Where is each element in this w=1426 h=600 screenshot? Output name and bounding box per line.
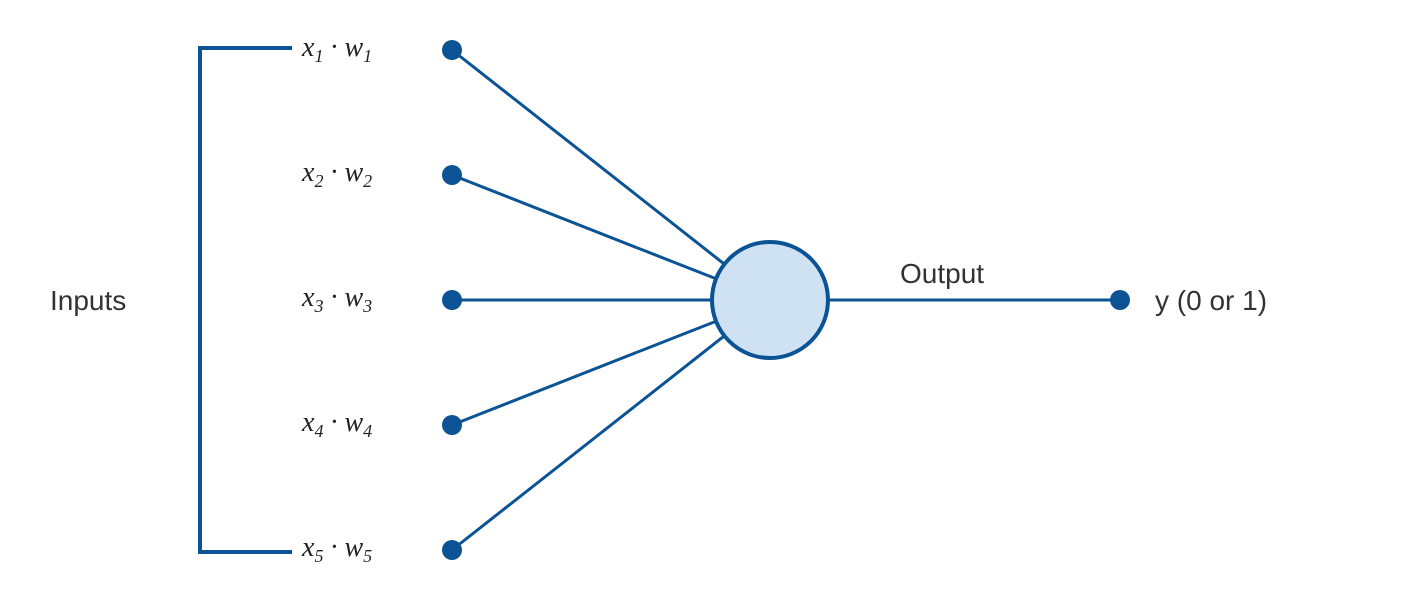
w-var: w	[344, 157, 363, 188]
dot-operator: ·	[323, 282, 344, 313]
inputs-bracket	[200, 48, 290, 552]
input-label-5: x5 · w5	[302, 532, 372, 564]
x-sub: 4	[314, 421, 323, 441]
x-var: x	[302, 32, 314, 63]
dot-operator: ·	[323, 532, 344, 563]
w-var: w	[344, 32, 363, 63]
input-label-3: x3 · w3	[302, 282, 372, 314]
input-label-1: x1 · w1	[302, 32, 372, 64]
x-var: x	[302, 407, 314, 438]
perceptron-diagram: Inputs Output y (0 or 1) x1 · w1x2 · w2x…	[0, 0, 1426, 600]
x-var: x	[302, 282, 314, 313]
w-sub: 1	[363, 46, 372, 66]
inputs-label: Inputs	[50, 285, 126, 317]
x-sub: 3	[314, 296, 323, 316]
y-output-label: y (0 or 1)	[1155, 285, 1267, 317]
dot-operator: ·	[323, 407, 344, 438]
output-dot-group	[1110, 290, 1130, 310]
x-var: x	[302, 157, 314, 188]
input-label-4: x4 · w4	[302, 407, 372, 439]
dot-operator: ·	[323, 32, 344, 63]
x-sub: 5	[314, 546, 323, 566]
w-sub: 4	[363, 421, 372, 441]
w-var: w	[344, 532, 363, 563]
w-sub: 3	[363, 296, 372, 316]
x-sub: 2	[314, 171, 323, 191]
w-sub: 5	[363, 546, 372, 566]
input-label-2: x2 · w2	[302, 157, 372, 189]
w-var: w	[344, 407, 363, 438]
input-dots-group	[442, 40, 462, 560]
w-sub: 2	[363, 171, 372, 191]
dot-operator: ·	[323, 157, 344, 188]
x-sub: 1	[314, 46, 323, 66]
neuron-node	[712, 242, 828, 358]
edges-group	[452, 50, 724, 550]
w-var: w	[344, 282, 363, 313]
x-var: x	[302, 532, 314, 563]
output-label: Output	[900, 258, 984, 290]
